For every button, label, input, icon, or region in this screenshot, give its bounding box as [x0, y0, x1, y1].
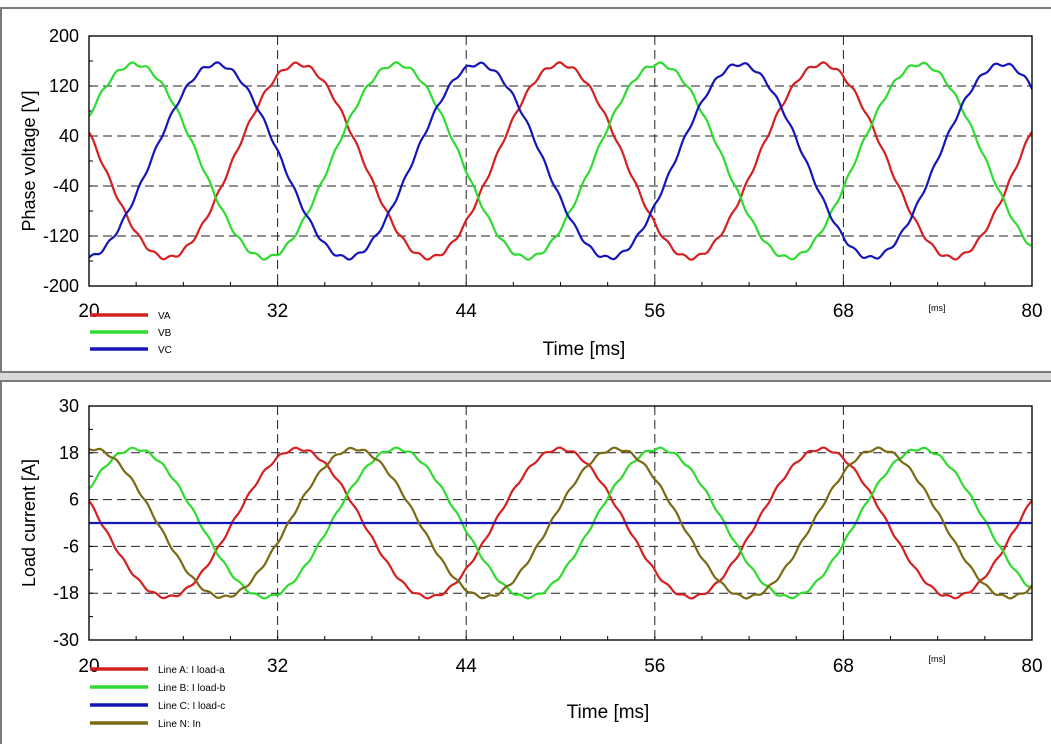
legend-label: VA: [158, 311, 171, 322]
y-axis-label: Load current [A]: [19, 459, 39, 587]
series-line-3: [89, 61, 1032, 261]
x-tick-label: 44: [456, 656, 478, 677]
y-tick-label: 18: [59, 443, 79, 463]
series-line-4: [89, 446, 1032, 600]
series-line-2: [89, 61, 1032, 261]
x-unit-label: [ms]: [929, 303, 946, 313]
y-tick-label: 6: [69, 490, 79, 510]
x-tick-label: 44: [456, 301, 478, 322]
legend-label: VB: [158, 328, 172, 339]
plot-area-frame: [88, 35, 1033, 287]
voltage-chart-panel: 200 120 40 -40 -120 -200 20 32 44 56 68 80 [ms] Time …: [0, 7, 1051, 373]
y-tick-label: 120: [49, 76, 79, 96]
series-line-2: [89, 446, 1032, 600]
current-chart: 30 18 6 -6 -18 -30 20 32 44 56 68 80 [ms] Time [ms] Lo…: [19, 396, 1043, 730]
series-line-1: [89, 446, 1032, 600]
x-tick-label: 20: [78, 656, 99, 677]
x-tick-label: 68: [833, 301, 854, 322]
series-line-1: [89, 61, 1032, 261]
current-chart-panel: 30 18 6 -6 -18 -30 20 32 44 56 68 80 [ms] Time [ms] Lo…: [0, 380, 1051, 744]
legend-label: Line A: I load-a: [158, 665, 225, 676]
x-tick-label: 80: [1021, 301, 1042, 322]
x-tick-label: 56: [644, 656, 665, 677]
x-tick-label: 32: [267, 301, 288, 322]
legend-label: Line B: I load-b: [158, 683, 226, 694]
x-tick-label: 68: [833, 656, 854, 677]
x-tick-label: 20: [78, 301, 99, 322]
x-tick-label: 80: [1021, 656, 1042, 677]
x-tick-label: 56: [644, 301, 665, 322]
y-tick-label: -120: [43, 226, 79, 246]
legend-label: VC: [158, 345, 172, 356]
legend-label: Line C: I load-c: [158, 701, 225, 712]
y-tick-label: -40: [53, 176, 79, 196]
y-tick-label: 30: [59, 396, 79, 416]
x-unit-label: [ms]: [929, 654, 946, 664]
legend-label: Line N: In: [158, 719, 201, 730]
panel-divider: [0, 373, 1051, 380]
y-tick-label: -200: [43, 276, 79, 296]
x-axis-label: Time [ms]: [567, 702, 650, 723]
plot-area-border: [88, 405, 1033, 641]
y-tick-label: -6: [63, 536, 79, 556]
y-tick-label: 40: [59, 126, 79, 146]
y-tick-label: -30: [53, 630, 79, 650]
x-tick-label: 32: [267, 656, 288, 677]
voltage-chart: 200 120 40 -40 -120 -200 20 32 44 56 68 80 [ms] Time …: [19, 26, 1043, 360]
x-axis-label: Time [ms]: [543, 339, 626, 360]
y-axis-label: Phase voltage [V]: [19, 90, 39, 231]
plot-area-border: [88, 35, 1033, 287]
y-tick-label: 200: [49, 26, 79, 46]
y-tick-label: -18: [53, 583, 79, 603]
